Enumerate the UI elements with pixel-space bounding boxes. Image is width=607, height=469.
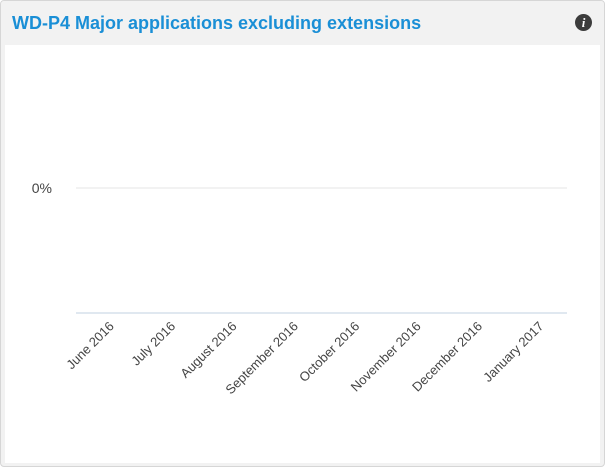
x-tick-label: August 2016 <box>177 319 239 381</box>
x-tick-label: July 2016 <box>128 319 178 369</box>
x-tick-label: June 2016 <box>63 319 117 373</box>
x-tick-label: January 2017 <box>480 319 546 385</box>
y-axis-ticks: 0% <box>32 180 52 196</box>
x-tick-label: October 2016 <box>296 319 362 385</box>
y-tick-label: 0% <box>32 180 52 196</box>
widget-header: WD-P4 Major applications excluding exten… <box>1 1 604 45</box>
chart-panel: 0% June 2016 July 2016 August 2016 Septembe… <box>5 45 600 463</box>
info-icon[interactable]: i <box>575 14 592 31</box>
chart-svg: 0% June 2016 July 2016 August 2016Septembe… <box>32 180 567 398</box>
widget-title: WD-P4 Major applications excluding exten… <box>12 13 422 33</box>
